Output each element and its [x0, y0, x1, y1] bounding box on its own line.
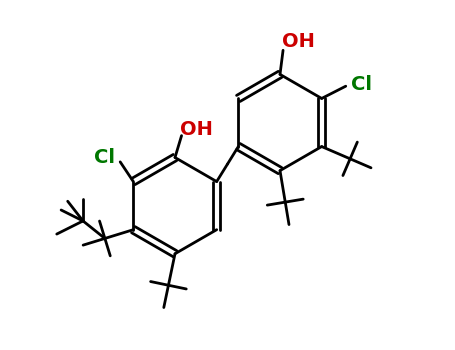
- Text: OH: OH: [282, 32, 315, 51]
- Text: Cl: Cl: [94, 148, 116, 167]
- Text: OH: OH: [181, 120, 213, 139]
- Text: Cl: Cl: [350, 75, 372, 93]
